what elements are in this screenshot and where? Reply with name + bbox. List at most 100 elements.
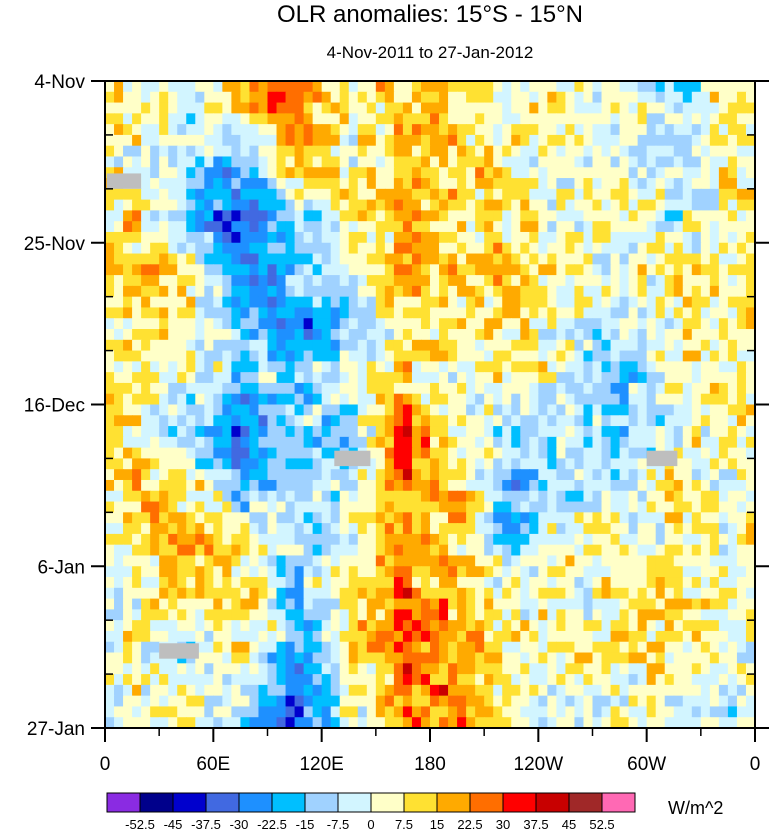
field-cell — [393, 199, 404, 211]
field-cell — [285, 178, 296, 190]
field-cell — [448, 663, 458, 675]
field-cell — [231, 404, 242, 416]
field-cell — [610, 296, 621, 309]
field-cell — [150, 479, 160, 492]
field-cell — [258, 264, 269, 276]
field-cell — [195, 264, 205, 276]
field-cell — [402, 275, 413, 287]
field-cell — [727, 436, 738, 449]
field-cell — [249, 566, 260, 578]
field-cell — [646, 134, 657, 147]
field-cell — [222, 717, 232, 729]
field-cell — [511, 275, 521, 287]
field-cell — [655, 436, 666, 449]
field-cell — [457, 404, 467, 416]
field-cell — [249, 663, 260, 675]
field-cell — [195, 447, 205, 460]
field-cell — [420, 436, 431, 449]
field-cell — [538, 587, 548, 600]
field-cell — [448, 350, 458, 362]
field-cell — [592, 178, 603, 190]
field-cell — [592, 156, 603, 168]
field-cell — [168, 598, 178, 610]
field-cell — [159, 706, 169, 718]
field-cell — [574, 684, 585, 697]
field-cell — [628, 490, 639, 503]
field-cell — [303, 479, 314, 492]
field-cell — [258, 630, 269, 643]
field-cell — [466, 393, 476, 406]
field-cell — [439, 512, 449, 524]
field-cell — [628, 587, 639, 600]
field-cell — [105, 124, 115, 136]
field-cell — [583, 253, 594, 265]
field-cell — [384, 285, 395, 298]
field-cell — [366, 113, 377, 125]
field-cell — [141, 167, 151, 179]
field-cell — [691, 544, 702, 557]
field-cell — [619, 253, 630, 265]
field-cell — [249, 436, 260, 449]
field-cell — [502, 641, 512, 654]
field-cell — [393, 512, 404, 524]
field-cell — [538, 242, 548, 255]
field-cell — [168, 587, 178, 600]
field-cell — [700, 339, 711, 352]
field-cell — [556, 124, 567, 136]
field-cell — [727, 329, 738, 341]
field-cell — [574, 566, 585, 578]
field-cell — [511, 296, 521, 309]
field-cell — [303, 501, 314, 513]
field-cell — [213, 684, 223, 697]
field-cell — [312, 285, 323, 298]
field-cell — [420, 167, 431, 179]
field-cell — [430, 404, 440, 416]
field-cell — [141, 134, 151, 147]
field-cell — [231, 393, 242, 406]
field-cell — [159, 382, 169, 395]
field-cell — [457, 188, 467, 201]
field-cell — [105, 469, 115, 481]
field-cell — [502, 458, 512, 470]
field-cell — [583, 156, 594, 168]
field-cell — [123, 382, 133, 395]
field-cell — [520, 382, 530, 395]
field-cell — [565, 242, 576, 255]
field-cell — [240, 512, 251, 524]
field-cell — [249, 113, 260, 125]
field-cell — [448, 447, 458, 460]
field-cell — [132, 436, 142, 449]
field-cell — [267, 285, 278, 298]
field-cell — [682, 124, 693, 136]
colorbar-swatch — [370, 792, 405, 813]
field-cell — [141, 415, 151, 427]
field-cell — [529, 684, 539, 697]
colorbar-label: -52.5 — [125, 817, 155, 830]
field-cell — [628, 609, 639, 621]
field-cell — [664, 339, 675, 352]
field-cell — [339, 285, 350, 298]
field-cell — [709, 533, 720, 546]
field-cell — [439, 717, 449, 729]
field-cell — [186, 393, 196, 406]
field-cell — [574, 102, 585, 114]
field-cell — [619, 555, 630, 567]
field-cell — [231, 533, 242, 546]
field-cell — [520, 684, 530, 697]
field-cell — [330, 490, 341, 503]
field-cell — [195, 501, 205, 513]
field-cell — [673, 706, 684, 718]
field-cell — [484, 329, 494, 341]
field-cell — [330, 393, 341, 406]
field-cell — [682, 415, 693, 427]
field-cell — [718, 512, 729, 524]
field-cell — [745, 350, 756, 362]
field-cell — [312, 178, 323, 190]
field-cell — [529, 479, 539, 492]
field-cell — [294, 684, 305, 697]
field-cell — [267, 372, 278, 384]
field-cell — [511, 598, 521, 610]
field-cell — [655, 566, 666, 578]
field-cell — [628, 350, 639, 362]
field-cell — [520, 447, 530, 460]
